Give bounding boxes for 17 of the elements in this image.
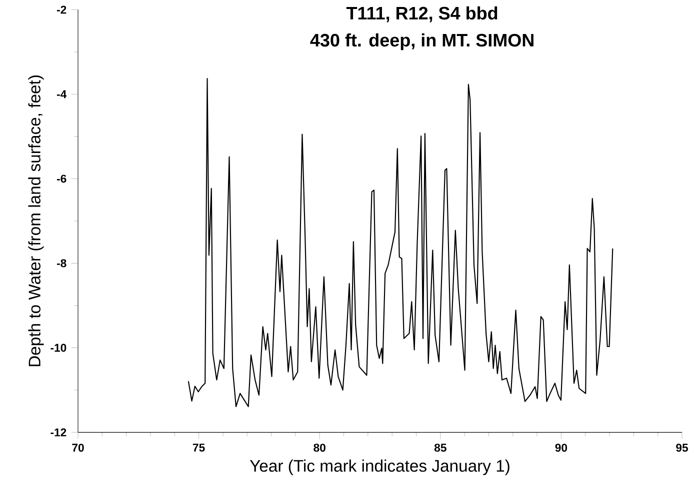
x-tick-label: 90 bbox=[555, 444, 568, 452]
y-tick-label: -6 bbox=[56, 174, 66, 183]
x-tick-label: 75 bbox=[192, 444, 205, 452]
x-tick-label: 80 bbox=[314, 444, 326, 452]
y-tick-label: -2 bbox=[56, 6, 66, 14]
x-axis-title: Year (Tic mark indicates January 1) bbox=[250, 460, 510, 476]
x-tick-label: 70 bbox=[72, 444, 84, 452]
y-tick-label: -10 bbox=[50, 344, 66, 352]
y-axis-title: Depth to Water (from land surface, feet) bbox=[28, 76, 44, 366]
chart-title: T111, R12, S4 bbd bbox=[346, 6, 498, 22]
x-tick-label: 85 bbox=[434, 444, 446, 452]
text: 430 ft. deep, in MT. SIMON bbox=[310, 33, 534, 50]
y-tick-label: -8 bbox=[56, 259, 66, 268]
line-series bbox=[188, 78, 614, 408]
x-tick-label: 95 bbox=[676, 444, 688, 452]
y-tick-label: -4 bbox=[56, 90, 67, 98]
y-tick-label: -12 bbox=[50, 428, 66, 436]
